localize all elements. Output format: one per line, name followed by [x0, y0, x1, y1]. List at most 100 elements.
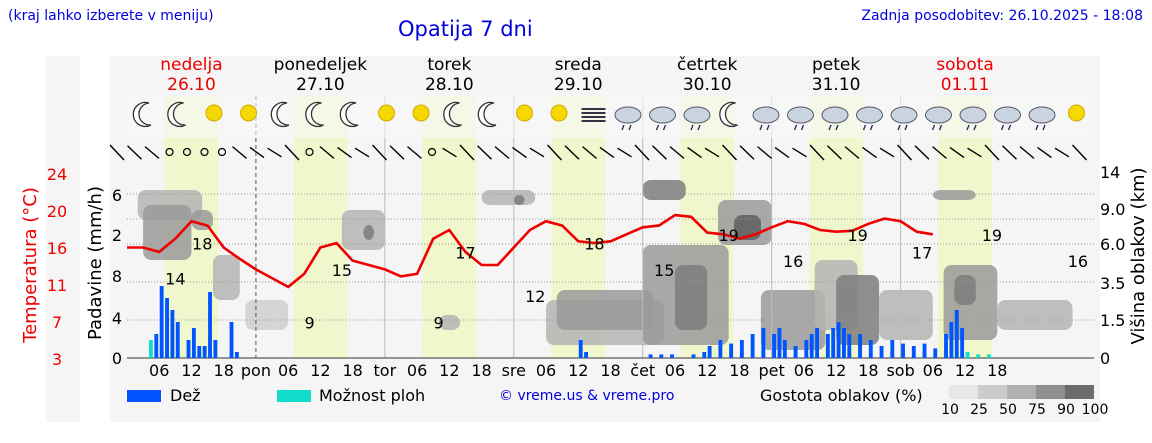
rain-bar [234, 352, 239, 358]
cloud-density-area [836, 275, 880, 345]
day-name: petek [812, 55, 860, 75]
wind-calm-icon [200, 147, 209, 157]
moon-icon [477, 101, 497, 128]
rain-bar [815, 328, 820, 358]
moon-icon [339, 101, 359, 128]
cloud-density-area [212, 255, 240, 300]
cloud-icon [683, 106, 711, 124]
day-name: četrtek [677, 55, 738, 75]
precip-tick-label: 8 [112, 267, 122, 286]
x-tick-label: tor [374, 361, 397, 380]
cloud-height-tick-label: 9.0 [1100, 200, 1125, 219]
cloud-density-tick: 50 [999, 402, 1017, 418]
rain-bar [804, 340, 809, 358]
rain-bar [691, 354, 696, 358]
rain-drop-icon [628, 124, 632, 131]
wind-barb-icon [582, 146, 597, 159]
rain-bar [949, 322, 954, 358]
sun-icon [205, 104, 223, 122]
day-date: 28.10 [425, 75, 474, 95]
cloud-density-swatch [1036, 385, 1065, 399]
temperature-value-label: 9 [305, 313, 315, 332]
rain-drop-icon [835, 124, 839, 131]
x-tick-label: 12 [955, 361, 975, 380]
temperature-tick-label: 7 [52, 313, 62, 332]
cloud-icon [959, 106, 987, 124]
rain-bar [879, 346, 884, 358]
wind-barb-icon [477, 145, 492, 160]
rain-bar [186, 340, 191, 358]
rain-drop-icon [862, 124, 867, 131]
x-tick-label: 18 [729, 361, 749, 380]
rain-bar [197, 346, 202, 358]
day-date: 26.10 [167, 75, 216, 95]
temperature-value-label: 19 [719, 226, 739, 245]
cloud-height-tick-label: 14 [1100, 163, 1120, 182]
rain-bar [901, 343, 905, 358]
moon-icon [305, 101, 324, 128]
rain-bar [890, 340, 895, 358]
copyright-link[interactable]: © vreme.us & vreme.pro [499, 388, 675, 404]
day-date: 29.10 [554, 75, 603, 95]
temperature-value-label: 17 [912, 243, 932, 262]
wind-barb-icon [442, 147, 457, 158]
temperature-value-label: 9 [433, 313, 443, 332]
moon-icon [132, 101, 152, 128]
wind-barb-icon [529, 147, 545, 158]
temperature-value-label: 15 [654, 261, 674, 280]
cloud-height-tick-label: 1.5 [1100, 311, 1125, 330]
hint-text[interactable]: (kraj lahko izberete v meniju) [8, 8, 214, 24]
wind-barb-icon [949, 146, 965, 159]
x-tick-label: 06 [923, 361, 943, 380]
cloud-icon [752, 106, 780, 124]
wind-calm-icon [217, 147, 227, 157]
cloud-density-swatch [949, 385, 978, 399]
wind-barb-icon [564, 145, 580, 160]
daylight-band [422, 96, 477, 358]
moon-icon [719, 101, 738, 128]
x-tick-label: 18 [471, 361, 491, 380]
legend-cloud-density-label: Gostota oblakov (%) [760, 386, 923, 405]
sun-icon [1068, 104, 1085, 122]
rain-bar [154, 334, 159, 358]
cloud-density-area [438, 315, 461, 330]
wind-barb-icon [232, 146, 247, 159]
wind-barb-icon [1071, 144, 1088, 161]
rain-bar [965, 352, 970, 358]
day-name: ponedeljek [274, 55, 368, 75]
rain-drop-icon [931, 124, 936, 131]
rain-bar [648, 354, 653, 358]
rain-bar [933, 348, 938, 358]
rain-bar [670, 354, 674, 358]
cloud-density-area [642, 180, 686, 200]
rain-bar [777, 328, 782, 358]
x-tick-label: 18 [600, 361, 620, 380]
cloud-density-area [879, 290, 933, 340]
rain-drop-icon [662, 124, 667, 131]
temperature-tick-label: 11 [47, 276, 67, 295]
page-title: Opatija 7 dni [398, 17, 533, 41]
sun-icon [516, 104, 533, 122]
wind-barb-icon [827, 145, 842, 160]
rain-bar [202, 346, 207, 358]
rain-bar [809, 334, 814, 358]
temperature-value-label: 17 [455, 243, 475, 262]
rain-drop-icon [869, 124, 874, 131]
wind-barb-icon [757, 146, 772, 159]
rain-drop-icon [973, 124, 977, 131]
sun-icon [378, 104, 395, 122]
rain-bar [911, 346, 916, 358]
precip-tick-label: 2 [112, 226, 122, 245]
wind-barb-icon [896, 144, 913, 161]
cloud-icon [614, 106, 642, 124]
cloud-icon [925, 106, 952, 124]
wind-barb-icon [407, 146, 422, 159]
wind-barb-icon [932, 146, 947, 159]
precip-tick-label: 0 [112, 349, 122, 368]
temperature-line [127, 213, 934, 289]
rain-bar [750, 334, 755, 358]
rain-bar [213, 340, 218, 358]
x-tick-label: 12 [181, 361, 201, 380]
cloud-icon [821, 106, 849, 124]
rain-bar [922, 343, 927, 358]
